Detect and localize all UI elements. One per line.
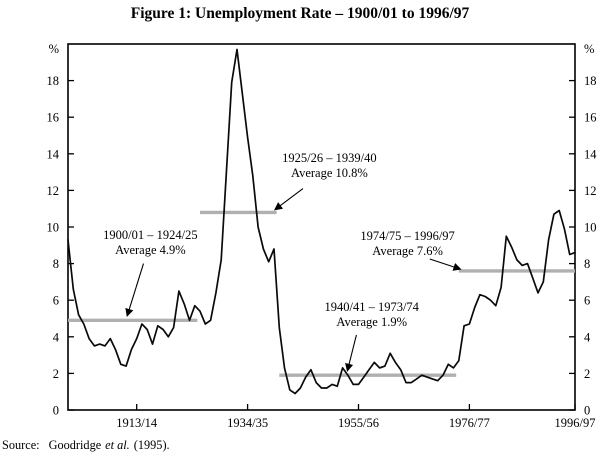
unemployment-chart: 0 0 2 2 4 4 6 6 8 8 10 10 12 12 14 14 16 16 18 18% % 1913/14 1… <box>47 42 598 430</box>
source-etal: et al. <box>105 438 130 452</box>
x-tick-label: 1955/56 <box>338 416 379 430</box>
y-tick-label-right: 2 <box>584 367 590 381</box>
annotation-average: Average 10.8% <box>291 166 368 180</box>
annotation-period: 1925/26 – 1939/40 <box>282 151 376 165</box>
y-tick-label-right: 6 <box>584 294 590 308</box>
y-axis-unit-right: % <box>584 42 594 56</box>
y-tick-label-left: 12 <box>47 184 60 198</box>
y-tick-label-left: 6 <box>53 294 59 308</box>
annotation-arrow <box>125 263 145 317</box>
y-tick-label-right: 12 <box>584 184 597 198</box>
y-tick-label-left: 2 <box>53 367 59 381</box>
y-axis-unit-left: % <box>49 42 59 56</box>
y-tick-label-right: 16 <box>584 111 597 125</box>
y-tick-label-right: 18 <box>584 74 597 88</box>
y-tick-label-left: 0 <box>53 404 59 418</box>
annotation-arrow <box>274 188 304 211</box>
annotation-arrow <box>345 334 357 372</box>
y-tick-label-left: 10 <box>47 221 60 235</box>
annotation-average: Average 7.6% <box>372 244 443 258</box>
annotation-average: Average 4.9% <box>115 243 186 257</box>
annotation-period: 1900/01 – 1924/25 <box>103 228 197 242</box>
y-tick-label-right: 4 <box>584 330 591 344</box>
x-tick-label: 1996/97 <box>555 416 596 430</box>
annotation-period: 1940/41 – 1973/74 <box>324 300 419 314</box>
figure-title: Figure 1: Unemployment Rate – 1900/01 to… <box>130 5 470 22</box>
source-year: (1995). <box>133 438 170 452</box>
annotation-average: Average 1.9% <box>336 315 407 329</box>
series-unemployment-rate <box>67 48 576 395</box>
y-tick-label-left: 18 <box>47 74 60 88</box>
y-tick-label-right: 8 <box>584 257 590 271</box>
y-tick-label-right: 14 <box>584 147 597 161</box>
source-prefix: Source: <box>2 438 40 452</box>
source-line: Source: Goodridge et al. (1995). <box>2 438 170 453</box>
y-tick-label-left: 14 <box>47 147 60 161</box>
x-tick-label: 1934/35 <box>227 416 268 430</box>
y-tick-label-right: 10 <box>584 221 597 235</box>
y-tick-label-right: 0 <box>584 404 590 418</box>
y-tick-label-left: 8 <box>53 257 59 271</box>
y-tick-label-left: 4 <box>53 330 60 344</box>
source-author: Goodridge <box>48 438 102 452</box>
y-tick-label-left: 16 <box>47 111 60 125</box>
annotation-period: 1974/75 – 1996/97 <box>360 229 454 243</box>
x-tick-label: 1913/14 <box>116 416 158 430</box>
x-tick-label: 1976/77 <box>449 416 490 430</box>
annotation-arrow <box>429 258 462 271</box>
